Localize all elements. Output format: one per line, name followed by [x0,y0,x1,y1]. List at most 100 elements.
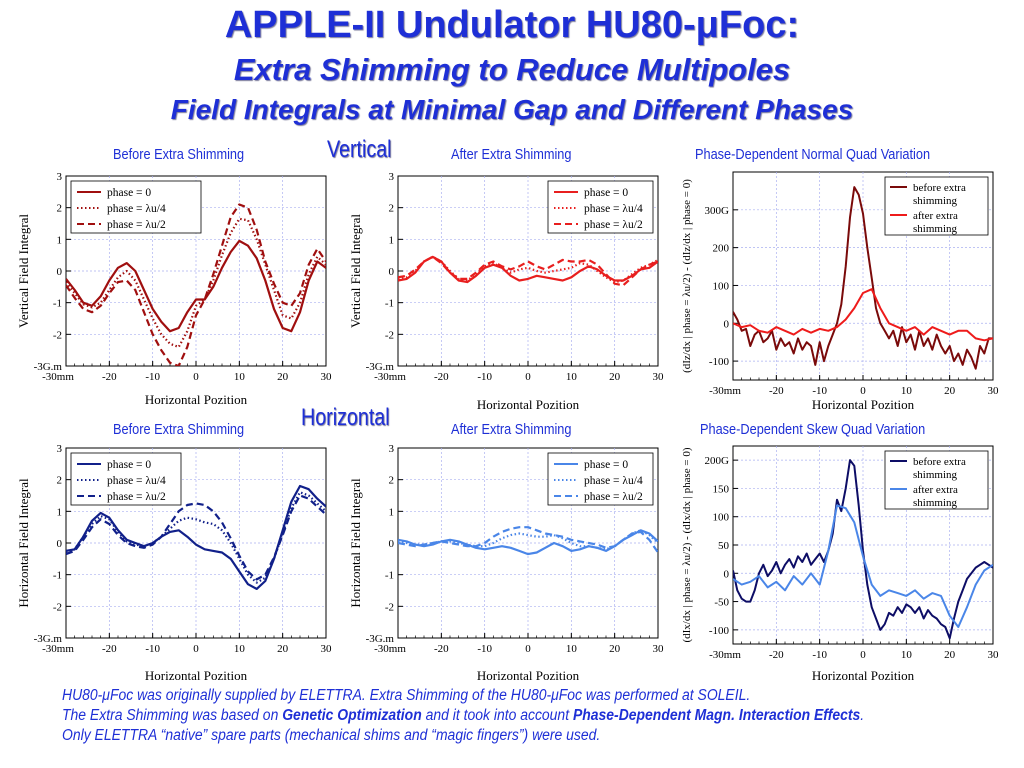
y-tick-label: 100 [713,512,730,524]
series-line-2 [398,526,658,554]
series-line-0 [733,186,993,370]
footer-emph-genetic: Genetic Optimization [282,707,422,724]
series-line-1 [66,491,326,584]
panel-title-vertical-after: After Extra Shimming [451,146,572,163]
y-tick-label: 0 [724,318,730,330]
legend-label: phase = λu/2 [107,219,166,231]
panel-title-horizontal-after: After Extra Shimming [451,421,572,438]
y-axis-label: Horizontal Field Integral [16,478,31,608]
y-tick-label: 1 [389,506,395,518]
legend-label: phase = λu/2 [107,491,166,503]
x-tick-label: 0 [525,371,531,383]
x-axis-label: Horizontal Pozition [145,668,248,683]
x-axis-label: Horizontal Pozition [477,668,580,683]
x-axis-label: Horizontal Pozition [812,668,915,683]
y-tick-label: 300G [705,205,730,217]
y-tick-label: 150 [713,483,730,495]
x-tick-label: -10 [812,649,827,661]
y-tick-label: 0 [57,266,63,278]
panel-title-normal-quad: Phase-Dependent Normal Quad Variation [695,146,931,163]
y-tick-label: -1 [53,298,62,310]
y-tick-label: -3G.m [34,361,63,373]
x-axis-label: Horizontal Pozition [477,397,580,412]
x-tick-label: 30 [988,649,1000,661]
y-tick-label: -100 [709,356,730,368]
legend-label: phase = λu/2 [584,219,643,231]
section-label-horizontal: Horizontal [301,404,390,431]
chart-v_before: -30mm -20 -10 0 10 20 30-3G.m-2-10123Horizonta… [16,171,332,407]
legend-label: after extra [913,210,958,222]
x-tick-label: 30 [653,371,665,383]
x-tick-label: 20 [277,371,289,383]
x-tick-label: 30 [653,643,665,655]
legend-label-cont: shimming [913,223,958,235]
chart-skew_quad: -30mm -20 -10 0 10 20 30-100-50050100150200GHo… [681,445,1000,683]
x-tick-label: -10 [145,643,160,655]
charts-canvas: -30mm -20 -10 0 10 20 30-3G.m-2-10123Horizonta… [16,171,1000,683]
footer-line-1: HU80-μFoc was originally supplied by ELE… [62,687,751,704]
page-title: APPLE-II Undulator HU80-μFoc: [224,4,800,46]
x-tick-label: -20 [769,649,784,661]
page-subtitle: Extra Shimming to Reduce Multipoles [233,52,791,87]
y-axis-label: (dIx/dx | phase = λu/2) - (dIx/dx | phas… [681,447,693,642]
y-tick-label: -2 [53,601,62,613]
section-label-vertical: Vertical [327,136,392,163]
y-tick-label: 0 [57,538,63,550]
legend-label: phase = λu/2 [584,491,643,503]
footer-line-2: The Extra Shimming was based on Genetic … [62,706,926,726]
series-line-2 [398,255,658,287]
series-line-1 [733,504,993,628]
y-tick-label: 3 [389,171,395,183]
y-axis-label: Vertical Field Integral [348,214,363,328]
y-tick-label: 100 [713,280,730,292]
chart-normal_quad: -30mm -20 -10 0 10 20 30-1000100200300GHorizon… [681,171,999,412]
footer-line-2-a: The Extra Shimming was based on [62,707,283,724]
y-tick-label: 1 [57,506,63,518]
x-tick-label: 20 [609,371,621,383]
x-tick-label: 10 [566,643,578,655]
x-tick-label: 20 [277,643,289,655]
y-tick-label: -2 [385,329,394,341]
legend-label-cont: shimming [913,195,958,207]
footer-emph-interaction: Phase-Dependent Magn. Interaction Effect… [572,707,861,724]
y-tick-label: 3 [57,171,63,183]
legend-label: before extra [913,182,966,194]
panel-title-skew-quad: Phase-Dependent Skew Quad Variation [700,421,926,438]
legend-label: before extra [913,456,966,468]
y-tick-label: 0 [389,266,395,278]
series-line-0 [66,239,326,333]
y-axis-label: Horizontal Field Integral [348,478,363,608]
x-tick-label: 10 [566,371,578,383]
y-tick-label: 200 [713,243,730,255]
y-tick-label: -1 [385,298,394,310]
footer-line-2-e: . [860,707,865,724]
y-tick-label: 200G [705,455,730,467]
legend-label: phase = 0 [584,459,628,471]
y-tick-label: 3 [389,443,395,455]
x-tick-label: -20 [434,371,449,383]
x-tick-label: 0 [860,649,866,661]
chart-v_after: -30mm -20 -10 0 10 20 30-3G.m-2-10123Horizonta… [348,171,664,412]
y-axis-label: (dIz/dx | phase = λu/2) - (dIz/dx | phas… [681,179,693,373]
y-axis-label: Vertical Field Integral [16,214,31,328]
chart-h_before: -30mm -20 -10 0 10 20 30-3G.m-2-10123Horizonta… [16,443,332,683]
legend-label: phase = 0 [107,187,151,199]
footer-line-3: Only ELETTRA “native” spare parts (mecha… [62,727,601,744]
legend-label: phase = 0 [107,459,151,471]
panel-title-vertical-before: Before Extra Shimming [113,146,245,163]
x-tick-label: -30mm [374,643,406,655]
y-tick-label: -3G.m [34,633,63,645]
x-tick-label: -30mm [709,649,741,661]
y-tick-label: 0 [724,568,730,580]
x-tick-label: 10 [901,649,913,661]
x-tick-label: -30mm [709,385,741,397]
chart-h_after: -30mm -20 -10 0 10 20 30-3G.m-2-10123Horizonta… [348,443,664,683]
page-subtitle-2: Field Integrals at Minimal Gap and Diffe… [170,94,854,125]
x-tick-label: -30mm [42,643,74,655]
y-tick-label: -50 [714,597,729,609]
x-tick-label: 30 [321,371,333,383]
x-tick-label: 0 [525,643,531,655]
y-tick-label: -1 [385,570,394,582]
y-tick-label: -2 [53,329,62,341]
legend-label-cont: shimming [913,469,958,481]
